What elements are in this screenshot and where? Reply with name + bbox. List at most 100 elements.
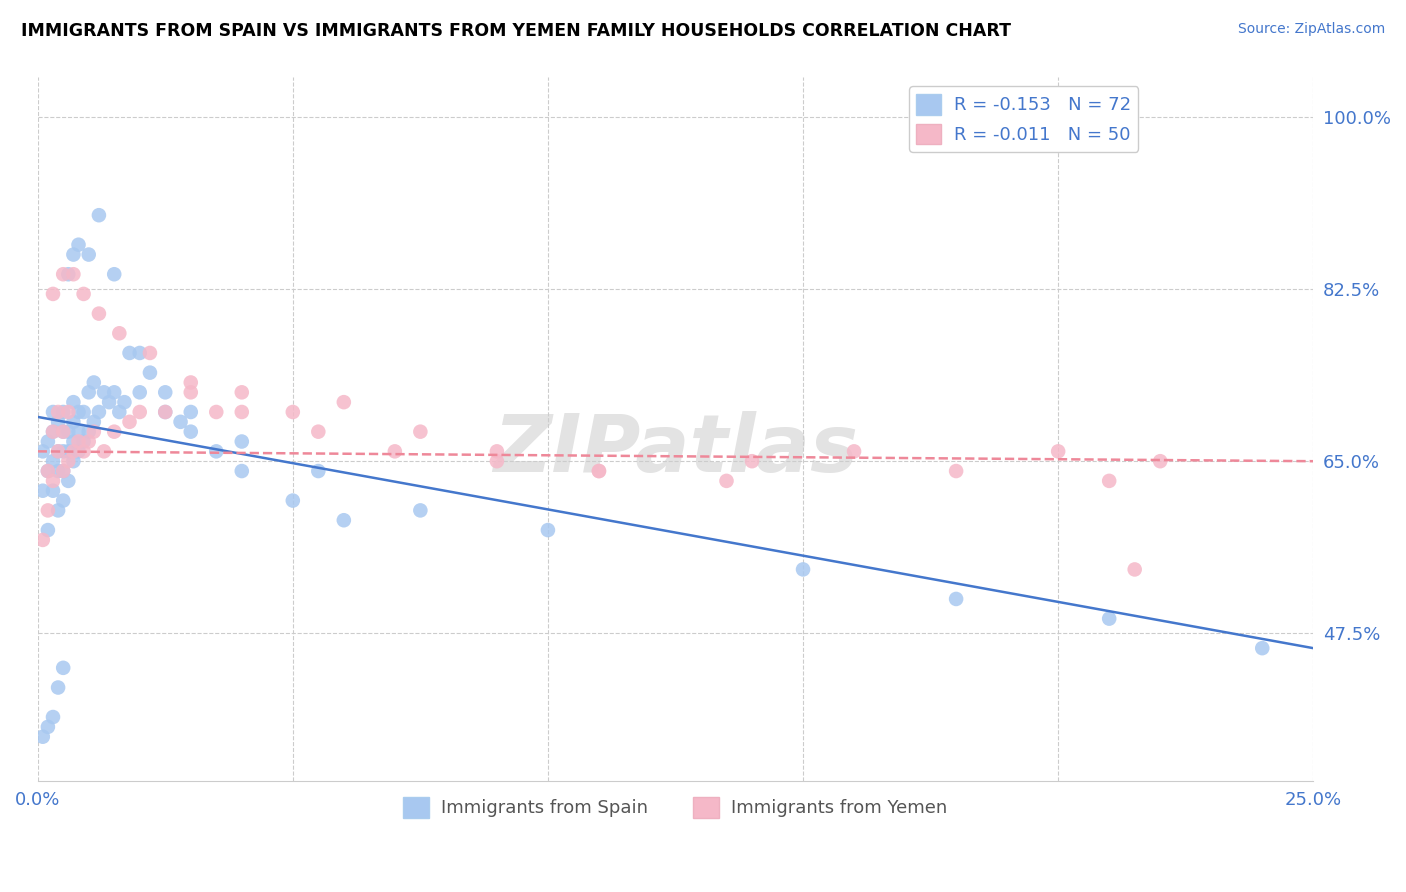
- Point: [46, 405, 69, 419]
- Point: [83, 376, 105, 390]
- Point: [37, 523, 59, 537]
- Point: [281, 405, 304, 419]
- Point: [169, 415, 191, 429]
- Point: [103, 267, 125, 281]
- Point: [58, 474, 80, 488]
- Point: [118, 346, 141, 360]
- Point: [62, 247, 84, 261]
- Point: [72, 434, 94, 449]
- Point: [409, 503, 432, 517]
- Point: [93, 444, 115, 458]
- Point: [77, 385, 100, 400]
- Legend: Immigrants from Spain, Immigrants from Yemen: Immigrants from Spain, Immigrants from Y…: [396, 789, 955, 825]
- Point: [1098, 474, 1121, 488]
- Point: [37, 434, 59, 449]
- Point: [67, 237, 90, 252]
- Point: [52, 661, 75, 675]
- Point: [307, 425, 329, 439]
- Point: [46, 415, 69, 429]
- Point: [37, 720, 59, 734]
- Point: [83, 415, 105, 429]
- Point: [42, 405, 65, 419]
- Point: [62, 444, 84, 458]
- Point: [52, 493, 75, 508]
- Point: [58, 444, 80, 458]
- Point: [42, 710, 65, 724]
- Point: [1149, 454, 1171, 468]
- Point: [52, 464, 75, 478]
- Point: [52, 405, 75, 419]
- Point: [67, 405, 90, 419]
- Point: [180, 376, 202, 390]
- Point: [231, 434, 253, 449]
- Point: [37, 464, 59, 478]
- Point: [52, 464, 75, 478]
- Point: [537, 523, 560, 537]
- Point: [128, 385, 150, 400]
- Point: [231, 405, 253, 419]
- Point: [128, 405, 150, 419]
- Point: [42, 287, 65, 301]
- Point: [93, 385, 115, 400]
- Point: [52, 425, 75, 439]
- Point: [1251, 641, 1274, 656]
- Point: [46, 503, 69, 517]
- Point: [42, 454, 65, 468]
- Point: [46, 681, 69, 695]
- Point: [67, 425, 90, 439]
- Point: [77, 247, 100, 261]
- Point: [37, 503, 59, 517]
- Point: [485, 454, 508, 468]
- Text: ZIPatlas: ZIPatlas: [494, 411, 858, 490]
- Point: [72, 444, 94, 458]
- Point: [42, 483, 65, 498]
- Point: [72, 405, 94, 419]
- Point: [58, 425, 80, 439]
- Point: [741, 454, 763, 468]
- Point: [46, 444, 69, 458]
- Point: [42, 474, 65, 488]
- Point: [945, 464, 967, 478]
- Point: [98, 395, 121, 409]
- Point: [205, 444, 228, 458]
- Point: [87, 208, 110, 222]
- Point: [1098, 612, 1121, 626]
- Point: [103, 385, 125, 400]
- Point: [139, 366, 162, 380]
- Point: [231, 464, 253, 478]
- Point: [108, 405, 131, 419]
- Point: [83, 425, 105, 439]
- Point: [205, 405, 228, 419]
- Point: [67, 444, 90, 458]
- Point: [231, 385, 253, 400]
- Point: [42, 425, 65, 439]
- Point: [716, 474, 738, 488]
- Point: [46, 464, 69, 478]
- Point: [87, 307, 110, 321]
- Point: [333, 395, 356, 409]
- Point: [588, 464, 610, 478]
- Point: [108, 326, 131, 341]
- Point: [180, 385, 202, 400]
- Point: [62, 434, 84, 449]
- Point: [62, 454, 84, 468]
- Point: [31, 533, 53, 547]
- Point: [307, 464, 329, 478]
- Text: Source: ZipAtlas.com: Source: ZipAtlas.com: [1237, 22, 1385, 37]
- Point: [180, 425, 202, 439]
- Point: [72, 287, 94, 301]
- Point: [52, 425, 75, 439]
- Point: [77, 425, 100, 439]
- Point: [52, 444, 75, 458]
- Point: [333, 513, 356, 527]
- Point: [42, 425, 65, 439]
- Point: [58, 267, 80, 281]
- Point: [31, 730, 53, 744]
- Point: [58, 454, 80, 468]
- Point: [485, 444, 508, 458]
- Point: [842, 444, 865, 458]
- Point: [52, 267, 75, 281]
- Point: [155, 405, 177, 419]
- Point: [1047, 444, 1070, 458]
- Point: [180, 405, 202, 419]
